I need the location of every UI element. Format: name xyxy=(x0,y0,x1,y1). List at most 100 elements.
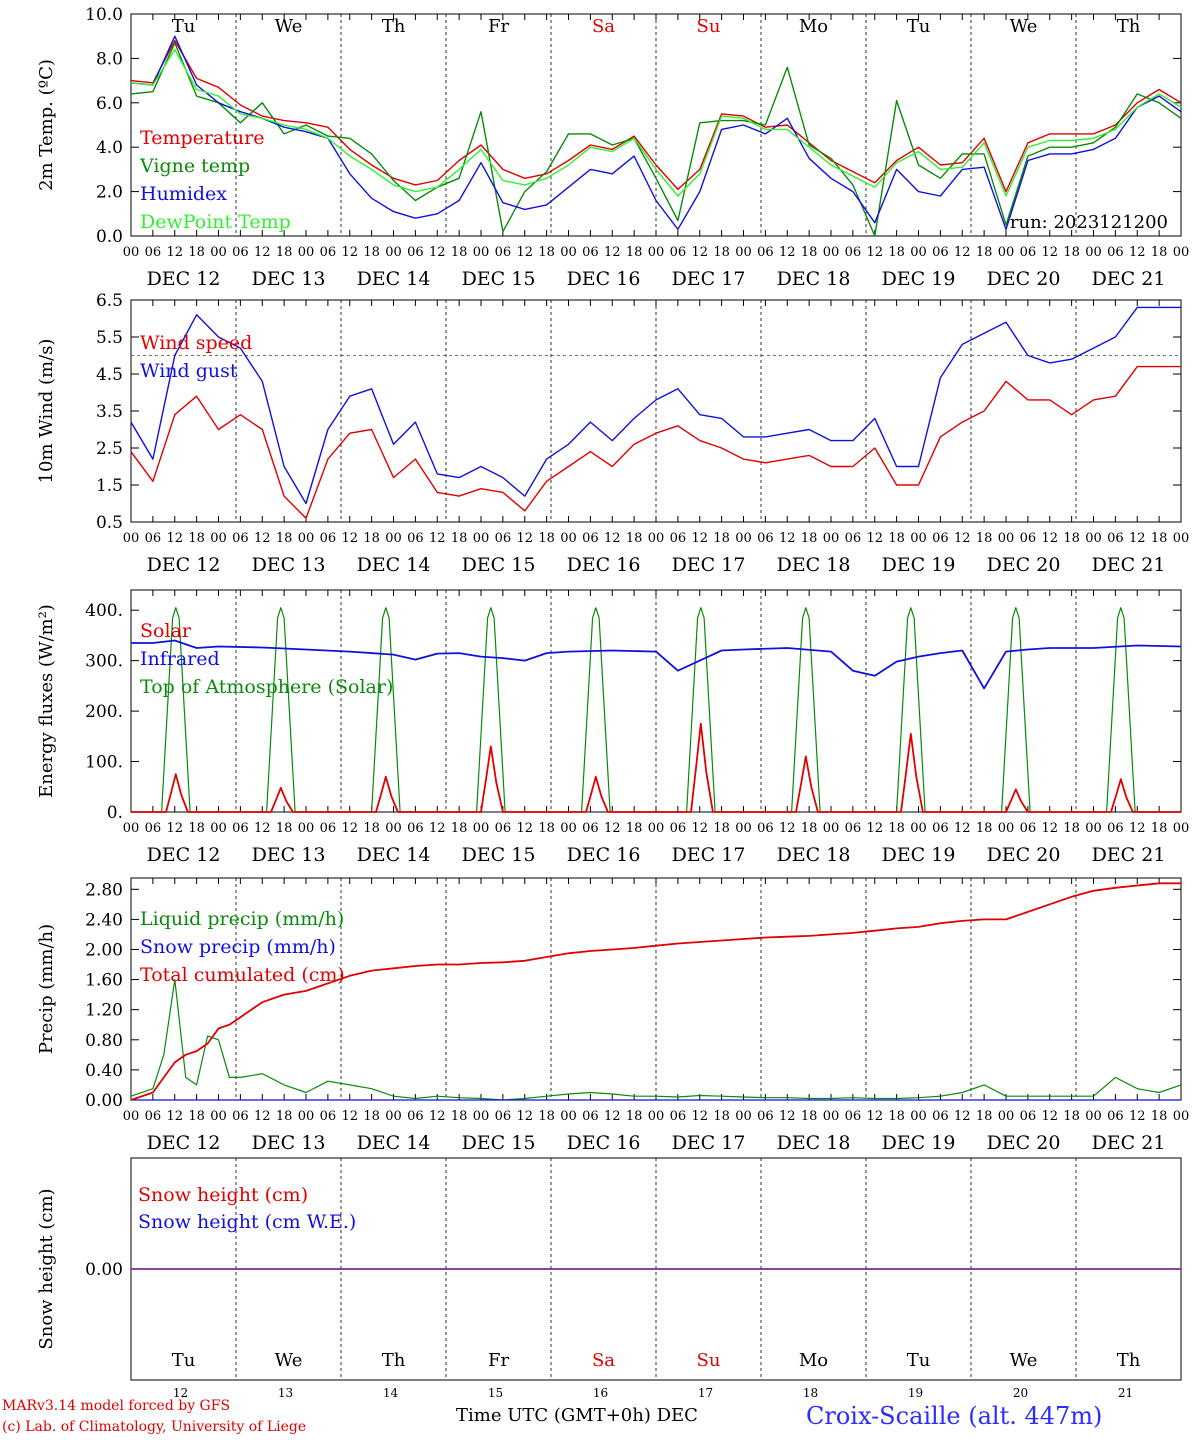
x-hour-label: 18 xyxy=(888,245,905,260)
x-hour-label: 12 xyxy=(866,1109,883,1124)
series-line-liquid-precip-mm-h- xyxy=(130,978,1182,1101)
x-hour-label: 00 xyxy=(1085,531,1102,546)
x-hour-label: 18 xyxy=(1063,531,1080,546)
x-hour-label: 12 xyxy=(866,821,883,836)
bottom-date-label: 13 xyxy=(278,1386,293,1400)
x-hour-label: 12 xyxy=(604,531,621,546)
x-hour-label: 12 xyxy=(341,821,358,836)
legend-entry: Snow height (cm W.E.) xyxy=(138,1211,356,1233)
x-hour-label: 06 xyxy=(1107,245,1124,260)
x-date-label: DEC 15 xyxy=(462,1132,536,1154)
x-hour-label: 18 xyxy=(1063,821,1080,836)
x-hour-label: 00 xyxy=(123,821,140,836)
y-tick-label: 3.5 xyxy=(96,402,123,422)
x-hour-label: 12 xyxy=(779,531,796,546)
x-hour-label: 18 xyxy=(276,821,293,836)
x-date-label: DEC 14 xyxy=(357,844,431,866)
x-hour-label: 00 xyxy=(1173,1109,1190,1124)
x-hour-label: 12 xyxy=(866,245,883,260)
x-hour-label: 18 xyxy=(538,1109,555,1124)
x-hour-label: 12 xyxy=(954,245,971,260)
y-tick-label: 8.0 xyxy=(96,49,123,69)
legend-entry: Temperature xyxy=(140,127,264,149)
x-hour-label: 00 xyxy=(910,1109,927,1124)
x-hour-label: 06 xyxy=(407,245,424,260)
x-hour-label: 06 xyxy=(320,821,337,836)
credit-line-1: MARv3.14 model forced by GFS xyxy=(2,1398,231,1414)
bottom-date-label: 21 xyxy=(1118,1386,1133,1400)
y-tick-label: 200. xyxy=(85,702,123,722)
x-hour-label: 18 xyxy=(1151,531,1168,546)
x-hour-label: 06 xyxy=(1107,1109,1124,1124)
x-hour-label: 18 xyxy=(1063,1109,1080,1124)
x-hour-label: 00 xyxy=(910,531,927,546)
x-date-label: DEC 15 xyxy=(462,554,536,576)
x-hour-label: 18 xyxy=(626,245,643,260)
x-date-label: DEC 21 xyxy=(1092,844,1166,866)
x-date-label: DEC 12 xyxy=(147,844,221,866)
x-hour-label: 00 xyxy=(1085,1109,1102,1124)
x-hour-label: 06 xyxy=(932,821,949,836)
bottom-date-label: 12 xyxy=(173,1386,188,1400)
y-tick-label: 400. xyxy=(85,601,123,621)
x-hour-label: 18 xyxy=(363,245,380,260)
x-hour-label: 00 xyxy=(998,821,1015,836)
bottom-day-label: Su xyxy=(697,1350,721,1371)
x-date-label: DEC 16 xyxy=(567,268,641,290)
x-date-label: DEC 20 xyxy=(987,268,1061,290)
x-hour-label: 06 xyxy=(1020,245,1037,260)
legend-entry: Wind gust xyxy=(140,360,238,382)
x-hour-label: 06 xyxy=(582,245,599,260)
x-hour-label: 12 xyxy=(604,821,621,836)
x-hour-label: 18 xyxy=(626,531,643,546)
y-tick-label: 2.00 xyxy=(85,940,123,960)
x-hour-label: 00 xyxy=(910,245,927,260)
x-hour-label: 18 xyxy=(888,1109,905,1124)
x-hour-label: 06 xyxy=(495,531,512,546)
x-hour-label: 18 xyxy=(363,531,380,546)
x-hour-label: 18 xyxy=(451,245,468,260)
x-hour-label: 06 xyxy=(145,531,162,546)
x-hour-label: 06 xyxy=(670,821,687,836)
x-date-label: DEC 21 xyxy=(1092,268,1166,290)
x-hour-label: 00 xyxy=(1173,531,1190,546)
x-hour-label: 18 xyxy=(1063,245,1080,260)
x-hour-label: 00 xyxy=(998,1109,1015,1124)
x-hour-label: 00 xyxy=(473,245,490,260)
x-hour-label: 00 xyxy=(735,245,752,260)
series-line-wind-speed xyxy=(130,365,1181,519)
x-date-label: DEC 16 xyxy=(567,844,641,866)
x-hour-label: 18 xyxy=(801,245,818,260)
legend-entry: Liquid precip (mm/h) xyxy=(140,908,344,930)
x-date-label: DEC 13 xyxy=(252,268,326,290)
series-line-dewpoint-temp xyxy=(130,48,1182,197)
bottom-date-label: 18 xyxy=(803,1386,818,1400)
x-hour-label: 06 xyxy=(932,1109,949,1124)
x-date-label: DEC 16 xyxy=(567,1132,641,1154)
y-tick-label: 0. xyxy=(107,803,123,823)
x-hour-label: 00 xyxy=(560,1109,577,1124)
x-hour-label: 06 xyxy=(845,821,862,836)
x-date-label: DEC 13 xyxy=(252,554,326,576)
x-hour-label: 12 xyxy=(691,821,708,836)
day-label: Su xyxy=(697,16,721,37)
x-date-label: DEC 18 xyxy=(777,268,851,290)
x-hour-label: 12 xyxy=(779,245,796,260)
x-hour-label: 18 xyxy=(538,821,555,836)
legend-entry: DewPoint Temp xyxy=(140,211,291,233)
x-date-label: DEC 18 xyxy=(777,844,851,866)
y-tick-label: 6.5 xyxy=(96,291,123,311)
y-axis-title: 2m Temp. (ºC) xyxy=(36,59,57,191)
x-hour-label: 00 xyxy=(648,245,665,260)
x-hour-label: 18 xyxy=(1151,1109,1168,1124)
x-hour-label: 12 xyxy=(254,245,271,260)
x-hour-label: 12 xyxy=(1041,821,1058,836)
x-hour-label: 06 xyxy=(932,245,949,260)
x-hour-label: 12 xyxy=(1129,1109,1146,1124)
x-hour-label: 18 xyxy=(1151,821,1168,836)
x-hour-label: 12 xyxy=(166,1109,183,1124)
y-tick-label: 1.5 xyxy=(96,476,123,496)
x-hour-label: 12 xyxy=(691,245,708,260)
x-hour-label: 06 xyxy=(1107,531,1124,546)
